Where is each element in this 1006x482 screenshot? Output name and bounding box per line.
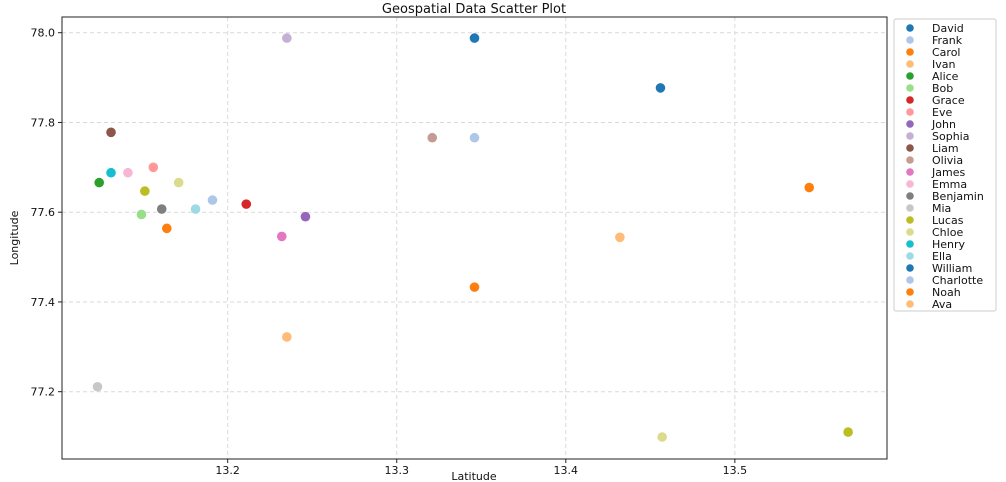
x-tick-label: 13.5 (723, 464, 748, 477)
legend-marker-ivan (906, 60, 914, 68)
legend-marker-ava (906, 300, 914, 308)
data-point (162, 223, 172, 234)
legend-label-david: David (932, 22, 964, 35)
legend-label-grace: Grace (932, 94, 965, 107)
point-sophia (282, 33, 292, 43)
point-alice (94, 177, 104, 188)
legend-label-carol: Carol (932, 46, 961, 59)
legend-marker-emma (906, 180, 914, 188)
point-john (300, 211, 311, 222)
legend-marker-eve (906, 108, 914, 116)
data-point (173, 177, 184, 188)
legend-label-ivan: Ivan (932, 58, 955, 71)
y-tick-label: 77.8 (31, 116, 56, 129)
point-eve (148, 162, 159, 173)
point-mia (92, 381, 103, 392)
y-tick-label: 77.6 (31, 206, 56, 219)
legend-marker-william (906, 264, 914, 272)
legend-marker-carol (906, 48, 914, 56)
point-emma (123, 167, 133, 178)
legend-marker-david (906, 24, 914, 32)
data-points (92, 33, 853, 442)
legend-marker-benjamin (906, 192, 914, 200)
x-tick-label: 13.4 (554, 464, 579, 477)
legend-label-lucas: Lucas (932, 214, 964, 227)
legend-marker-alice (906, 72, 914, 80)
point-bob (136, 209, 147, 220)
point-frank (469, 132, 480, 143)
legend-label-john: John (931, 118, 956, 131)
x-axis-ticks: 13.2 13.3 13.4 13.5 (215, 459, 747, 477)
point-chloe (657, 432, 667, 442)
point-william (469, 33, 480, 43)
point-james (276, 231, 287, 242)
point-liam (106, 127, 116, 138)
legend-box (893, 18, 997, 312)
legend-marker-olivia (906, 156, 914, 164)
grid-lines (62, 17, 887, 459)
x-axis-label: Latitude (451, 470, 497, 482)
point-grace (241, 199, 252, 209)
legend-marker-sophia (906, 132, 914, 140)
point-olivia (427, 132, 438, 143)
legend-marker-noah (906, 288, 914, 296)
legend-marker-frank (906, 36, 914, 44)
legend-marker-lucas (906, 216, 914, 224)
x-tick-label: 13.2 (215, 464, 240, 477)
point-ella (190, 204, 201, 214)
y-tick-label: 78.0 (31, 27, 56, 40)
legend-label-henry: Henry (932, 238, 966, 251)
legend-marker-ella (906, 252, 914, 260)
point-noah (469, 282, 480, 292)
point-carol (804, 182, 815, 193)
legend-marker-bob (906, 84, 914, 92)
legend-marker-charlotte (906, 276, 914, 284)
point-henry (106, 167, 116, 178)
data-point (140, 186, 150, 196)
legend-marker-james (906, 168, 914, 176)
legend-label-olivia: Olivia (932, 154, 963, 167)
x-tick-label: 13.3 (384, 464, 409, 477)
legend-label-chloe: Chloe (932, 226, 963, 239)
legend-label-ella: Ella (932, 250, 952, 263)
legend-label-liam: Liam (932, 142, 959, 155)
y-axis-label: Longitude (8, 210, 21, 265)
legend-marker-chloe (906, 228, 914, 236)
legend-label-sophia: Sophia (932, 130, 969, 143)
legend-label-william: William (932, 262, 972, 275)
legend-label-eve: Eve (932, 106, 952, 119)
point-lucas (843, 427, 853, 437)
point-ivan (282, 332, 292, 342)
point-ava (615, 232, 625, 243)
legend-label-frank: Frank (932, 34, 963, 47)
point-benjamin (156, 204, 167, 214)
legend-label-benjamin: Benjamin (932, 190, 984, 203)
legend-label-emma: Emma (932, 178, 967, 191)
y-tick-label: 77.2 (31, 386, 56, 399)
legend-marker-liam (906, 144, 914, 152)
legend: DavidFrankCarolIvanAliceBobGraceEveJohnS… (893, 18, 997, 312)
legend-label-alice: Alice (932, 70, 959, 83)
legend-label-mia: Mia (932, 202, 951, 215)
legend-marker-john (906, 120, 914, 128)
legend-marker-grace (906, 96, 914, 104)
legend-label-charlotte: Charlotte (932, 274, 983, 287)
point-charlotte (207, 195, 218, 205)
plot-area (61, 16, 888, 460)
legend-label-noah: Noah (932, 286, 961, 299)
legend-marker-mia (906, 204, 914, 212)
y-axis-ticks: 77.2 77.4 77.6 77.8 78.0 (31, 27, 62, 399)
legend-marker-henry (906, 240, 914, 248)
y-tick-label: 77.4 (31, 296, 56, 309)
legend-label-james: James (931, 166, 965, 179)
legend-label-ava: Ava (932, 298, 952, 311)
legend-label-bob: Bob (932, 82, 953, 95)
chart-title: Geospatial Data Scatter Plot (382, 2, 566, 17)
point-david (655, 83, 666, 93)
